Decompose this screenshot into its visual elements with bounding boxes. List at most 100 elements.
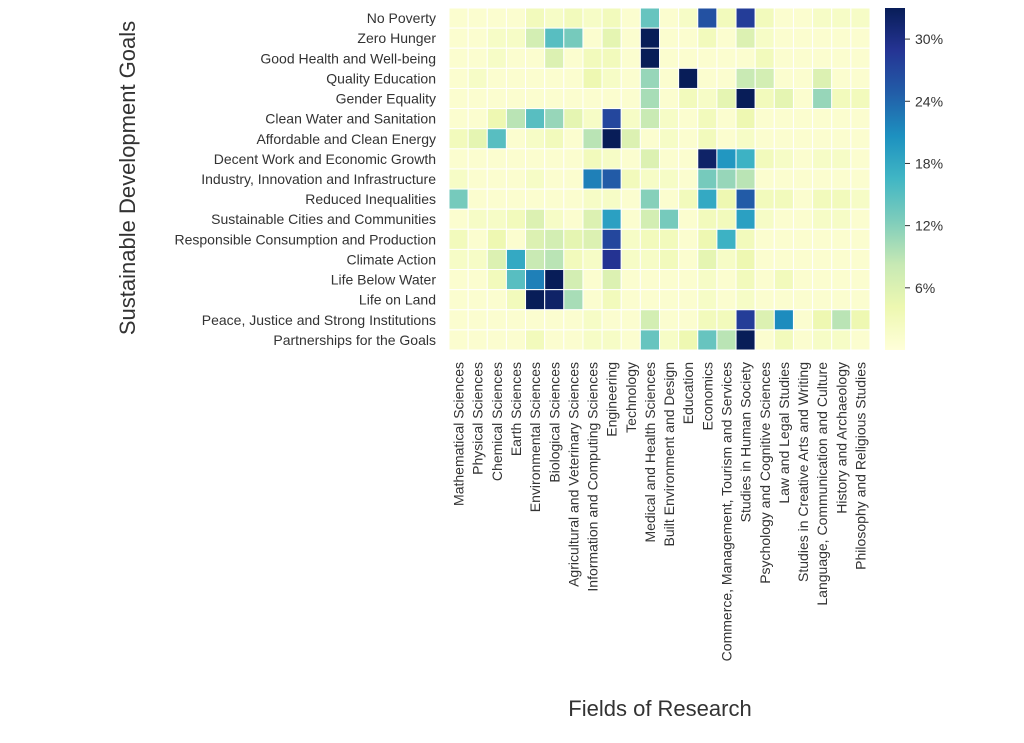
heatmap-cell bbox=[639, 27, 661, 49]
column-label: Information and Computing Sciences bbox=[585, 362, 601, 592]
heatmap-cell bbox=[735, 47, 756, 69]
heatmap-cell bbox=[467, 87, 488, 110]
heatmap-cell bbox=[850, 289, 871, 311]
heatmap-cell bbox=[831, 148, 852, 170]
heatmap-cell bbox=[601, 7, 622, 29]
heatmap-cell bbox=[716, 47, 737, 69]
heatmap-cell bbox=[773, 208, 794, 230]
heatmap-cell bbox=[467, 269, 488, 291]
heatmap-cell bbox=[620, 128, 641, 150]
heatmap-cell bbox=[467, 148, 488, 170]
heatmap-cell bbox=[850, 87, 871, 110]
heatmap-cell bbox=[792, 27, 814, 49]
heatmap-cell bbox=[850, 248, 871, 271]
heatmap-cell bbox=[467, 188, 488, 210]
heatmap-cell bbox=[467, 108, 488, 130]
heatmap-cell bbox=[812, 228, 833, 250]
heatmap-cell bbox=[448, 148, 469, 170]
heatmap-cell bbox=[563, 148, 584, 170]
heatmap-cell bbox=[792, 148, 814, 170]
heatmap-cell bbox=[678, 208, 699, 230]
heatmap-cell bbox=[467, 128, 488, 150]
heatmap-cell bbox=[601, 27, 622, 49]
heatmap-cell bbox=[563, 248, 584, 271]
row-label: Peace, Justice and Strong Institutions bbox=[202, 312, 436, 328]
heatmap-cell bbox=[620, 67, 641, 89]
heatmap-cell bbox=[812, 168, 833, 190]
heatmap-cell bbox=[486, 27, 507, 49]
heatmap-cell bbox=[697, 108, 718, 130]
colorbar bbox=[885, 8, 905, 350]
heatmap-cell bbox=[544, 228, 565, 250]
heatmap-cell bbox=[563, 208, 584, 230]
heatmap-cell bbox=[544, 108, 565, 130]
heatmap-cell bbox=[544, 289, 565, 311]
heatmap-cell bbox=[448, 289, 469, 311]
heatmap-cell bbox=[486, 168, 507, 190]
heatmap-cell bbox=[735, 27, 756, 49]
heatmap-cell bbox=[601, 148, 622, 170]
heatmap-cell bbox=[544, 168, 565, 190]
heatmap-cell bbox=[697, 7, 718, 29]
heatmap-cell bbox=[563, 7, 584, 29]
heatmap-cell bbox=[773, 148, 794, 170]
heatmap-cell bbox=[639, 148, 661, 170]
heatmap-cell bbox=[831, 228, 852, 250]
heatmap-cell bbox=[812, 128, 833, 150]
heatmap-cell bbox=[544, 67, 565, 89]
heatmap-cell bbox=[505, 309, 527, 331]
column-label: Environmental Sciences bbox=[527, 362, 543, 512]
heatmap-cell bbox=[563, 87, 584, 110]
heatmap-cell bbox=[563, 188, 584, 210]
heatmap-cells bbox=[448, 7, 871, 351]
heatmap-cell bbox=[831, 269, 852, 291]
heatmap-cell bbox=[678, 289, 699, 311]
row-label: Life on Land bbox=[359, 292, 436, 308]
heatmap-cell bbox=[812, 248, 833, 271]
heatmap-cell bbox=[544, 329, 565, 351]
heatmap-cell bbox=[525, 188, 546, 210]
heatmap-cell bbox=[601, 87, 622, 110]
heatmap-cell bbox=[601, 248, 622, 271]
heatmap-cell bbox=[831, 87, 852, 110]
heatmap-cell bbox=[467, 67, 488, 89]
heatmap-cell bbox=[659, 269, 680, 291]
heatmap-cell bbox=[812, 208, 833, 230]
column-label: Studies in Creative Arts and Writing bbox=[795, 362, 811, 582]
heatmap-cell bbox=[525, 108, 546, 130]
heatmap-cell bbox=[678, 128, 699, 150]
heatmap-cell bbox=[544, 188, 565, 210]
heatmap-cell bbox=[639, 329, 661, 351]
heatmap-cell bbox=[582, 248, 603, 271]
heatmap-cell bbox=[486, 148, 507, 170]
heatmap-cell bbox=[659, 188, 680, 210]
heatmap-cell bbox=[659, 228, 680, 250]
heatmap-cell bbox=[620, 27, 641, 49]
heatmap-cell bbox=[582, 309, 603, 331]
heatmap-cell bbox=[754, 148, 775, 170]
heatmap-cell bbox=[659, 27, 680, 49]
heatmap-cell bbox=[754, 128, 775, 150]
heatmap-cell bbox=[850, 47, 871, 69]
heatmap-cell bbox=[716, 289, 737, 311]
column-label: Economics bbox=[699, 362, 715, 430]
heatmap-cell bbox=[601, 188, 622, 210]
heatmap-cell bbox=[467, 289, 488, 311]
heatmap-cell bbox=[525, 269, 546, 291]
row-label: Decent Work and Economic Growth bbox=[214, 151, 436, 167]
heatmap-cell bbox=[448, 67, 469, 89]
heatmap-cell bbox=[582, 208, 603, 230]
heatmap-cell bbox=[620, 208, 641, 230]
x-axis-label: Fields of Research bbox=[568, 696, 751, 721]
heatmap-cell bbox=[448, 168, 469, 190]
heatmap-cell bbox=[448, 128, 469, 150]
heatmap-cell bbox=[448, 87, 469, 110]
heatmap-cell bbox=[486, 248, 507, 271]
heatmap-cell bbox=[467, 47, 488, 69]
heatmap-cell bbox=[505, 108, 527, 130]
heatmap-cell bbox=[773, 27, 794, 49]
heatmap-cell bbox=[505, 148, 527, 170]
heatmap-cell bbox=[601, 208, 622, 230]
column-label: Earth Sciences bbox=[508, 362, 524, 456]
